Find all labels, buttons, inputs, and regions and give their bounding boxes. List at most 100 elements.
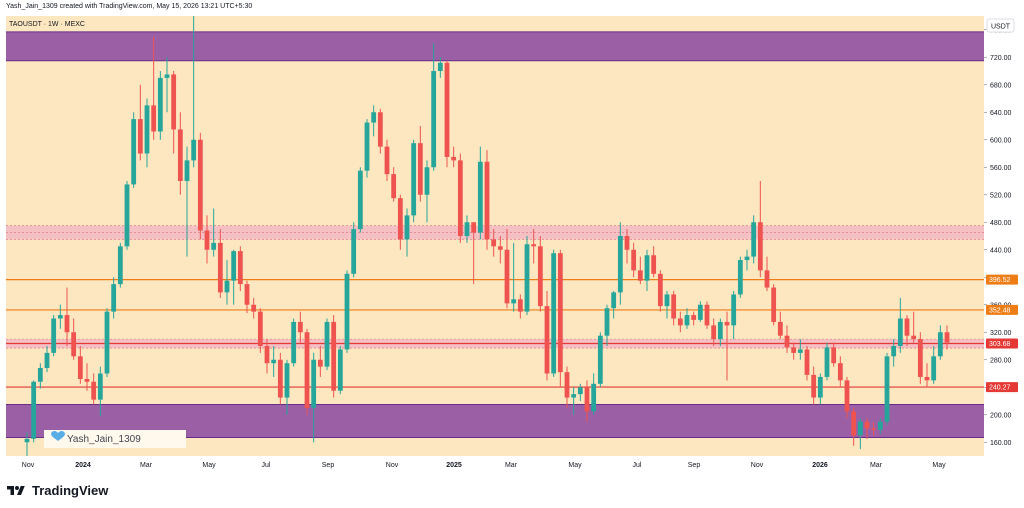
candle-body-109 (751, 222, 757, 257)
candle-body-119 (817, 376, 823, 398)
candle-body-7 (71, 332, 77, 357)
candle-body-100 (691, 315, 697, 320)
candle-body-97 (671, 294, 677, 319)
level-tag-label-1: 352.48 (989, 308, 1011, 315)
x-tick-label-6: Nov (386, 462, 399, 469)
candle-body-37 (271, 359, 277, 364)
candle-body-71 (497, 246, 503, 250)
y-tick-label-4: 320.00 (990, 330, 1012, 337)
x-tick-label-2: Mar (140, 462, 153, 469)
y-tick-label-8: 480.00 (990, 220, 1012, 227)
candle-body-54 (384, 146, 390, 175)
currency-button[interactable]: USDT (986, 18, 1015, 33)
candle-body-114 (784, 335, 790, 348)
candle-body-39 (284, 363, 290, 398)
candle-body-12 (104, 311, 110, 374)
x-tick-label-12: Nov (751, 462, 764, 469)
candle-body-111 (764, 270, 770, 288)
candle-body-91 (631, 249, 637, 271)
candle-body-73 (511, 299, 517, 304)
candle-body-94 (651, 255, 657, 274)
y-tick-label-1: 200.00 (990, 412, 1012, 419)
candle-body-93 (644, 255, 650, 281)
price-axis[interactable]: 160.00200.00240.00280.00320.00360.00400.… (984, 27, 1018, 447)
candle-body-23 (177, 129, 183, 181)
candle-body-51 (364, 122, 370, 171)
candle-body-74 (517, 299, 523, 312)
watermark-badge: Yash_Jain_1309 (44, 430, 186, 448)
candle-body-11 (97, 373, 103, 400)
candle-body-43 (311, 359, 317, 408)
candle-body-61 (431, 71, 437, 168)
level-tag-bg-1 (986, 304, 1018, 315)
candle-body-33 (244, 284, 250, 305)
candle-body-116 (797, 349, 803, 353)
candle-body-6 (64, 315, 70, 333)
candle-body-72 (504, 249, 510, 304)
y-tick-label-7: 440.00 (990, 247, 1012, 254)
level-tag-bg-0 (986, 274, 1018, 285)
level-tag-label-3: 240.27 (989, 385, 1011, 392)
candle-body-1 (31, 381, 37, 439)
candle-body-102 (704, 304, 710, 326)
y-tick-label-12: 640.00 (990, 110, 1012, 117)
candle-body-101 (697, 304, 703, 320)
candle-body-38 (277, 359, 283, 398)
candle-body-127 (871, 428, 877, 430)
candle-body-25 (191, 139, 197, 161)
candle-body-68 (477, 161, 483, 233)
candle-body-69 (484, 161, 490, 240)
candle-body-84 (584, 387, 590, 412)
candle-body-34 (251, 304, 257, 312)
symbol-label: TAOUSDT · 1W · MEXC (9, 21, 85, 28)
candle-body-82 (571, 394, 577, 398)
candle-body-133 (911, 335, 917, 340)
candle-body-134 (917, 339, 923, 377)
candle-body-53 (377, 112, 383, 147)
candle-body-78 (544, 306, 550, 374)
candle-body-126 (864, 421, 870, 429)
candle-body-0 (24, 438, 30, 443)
candle-body-95 (657, 273, 663, 307)
candle-body-117 (804, 349, 810, 375)
y-tick-label-14: 720.00 (990, 55, 1012, 62)
watermark-user-text: Yash_Jain_1309 (67, 434, 141, 445)
tradingview-logo-text: TradingView (32, 483, 109, 498)
candle-body-20 (157, 77, 163, 132)
candle-body-41 (297, 321, 303, 333)
candle-body-135 (924, 376, 930, 381)
candle-body-136 (931, 356, 937, 381)
x-tick-label-11: Sep (688, 462, 701, 469)
candle-body-42 (304, 332, 310, 408)
candle-body-26 (197, 139, 203, 231)
candle-body-5 (57, 315, 63, 319)
candle-body-115 (791, 347, 797, 353)
candle-body-46 (331, 321, 337, 391)
x-tick-label-8: Mar (505, 462, 518, 469)
candle-body-44 (317, 359, 323, 367)
candle-body-31 (231, 251, 237, 281)
x-tick-label-3: May (202, 462, 216, 469)
candle-body-113 (777, 321, 783, 336)
purple-zone-0 (6, 31, 984, 61)
candle-body-75 (524, 244, 530, 312)
y-tick-label-10: 560.00 (990, 165, 1012, 172)
candle-body-32 (237, 251, 243, 285)
candle-body-120 (824, 347, 830, 377)
time-axis[interactable]: Nov 2024 Mar May Jul Sep Nov 2025 Mar May Jul Sep No… (22, 462, 946, 469)
candle-body-104 (717, 321, 723, 340)
candle-body-67 (471, 222, 477, 233)
candle-body-29 (217, 242, 223, 293)
tradingview-logo[interactable]: TradingView (6, 483, 108, 498)
x-tick-label-7: 2025 (446, 462, 462, 469)
candle-body-52 (371, 112, 377, 123)
candle-body-66 (464, 222, 470, 236)
candle-body-128 (877, 421, 883, 430)
x-tick-label-0: Nov (22, 462, 35, 469)
candle-body-98 (677, 318, 683, 326)
candle-body-132 (904, 318, 910, 336)
candle-body-124 (851, 411, 857, 436)
candle-body-57 (404, 215, 410, 240)
candle-body-83 (577, 387, 583, 395)
